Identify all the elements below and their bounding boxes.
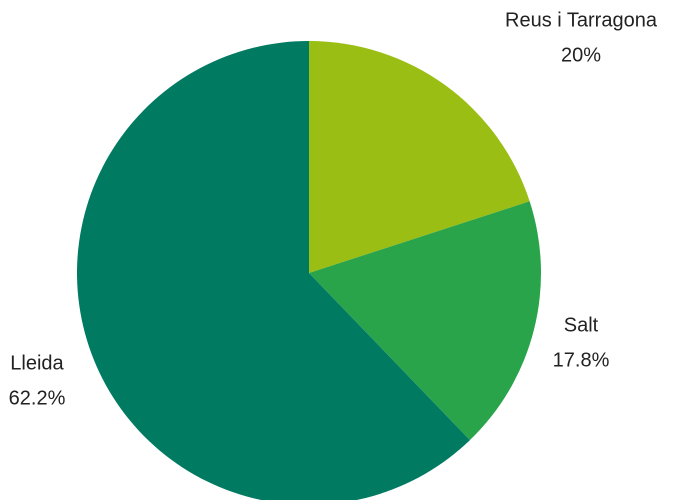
slice-value-label: 17.8%	[553, 350, 610, 372]
slice-label: Lleida	[10, 353, 64, 375]
slice-label: Reus i Tarragona	[505, 10, 658, 32]
pie-slice	[309, 201, 542, 441]
pie-slice	[77, 41, 470, 500]
slice-value-label: 20%	[561, 45, 601, 67]
pie-slice	[309, 41, 530, 273]
slice-value-label: 62.2%	[9, 388, 66, 410]
slice-label: Salt	[564, 315, 599, 337]
